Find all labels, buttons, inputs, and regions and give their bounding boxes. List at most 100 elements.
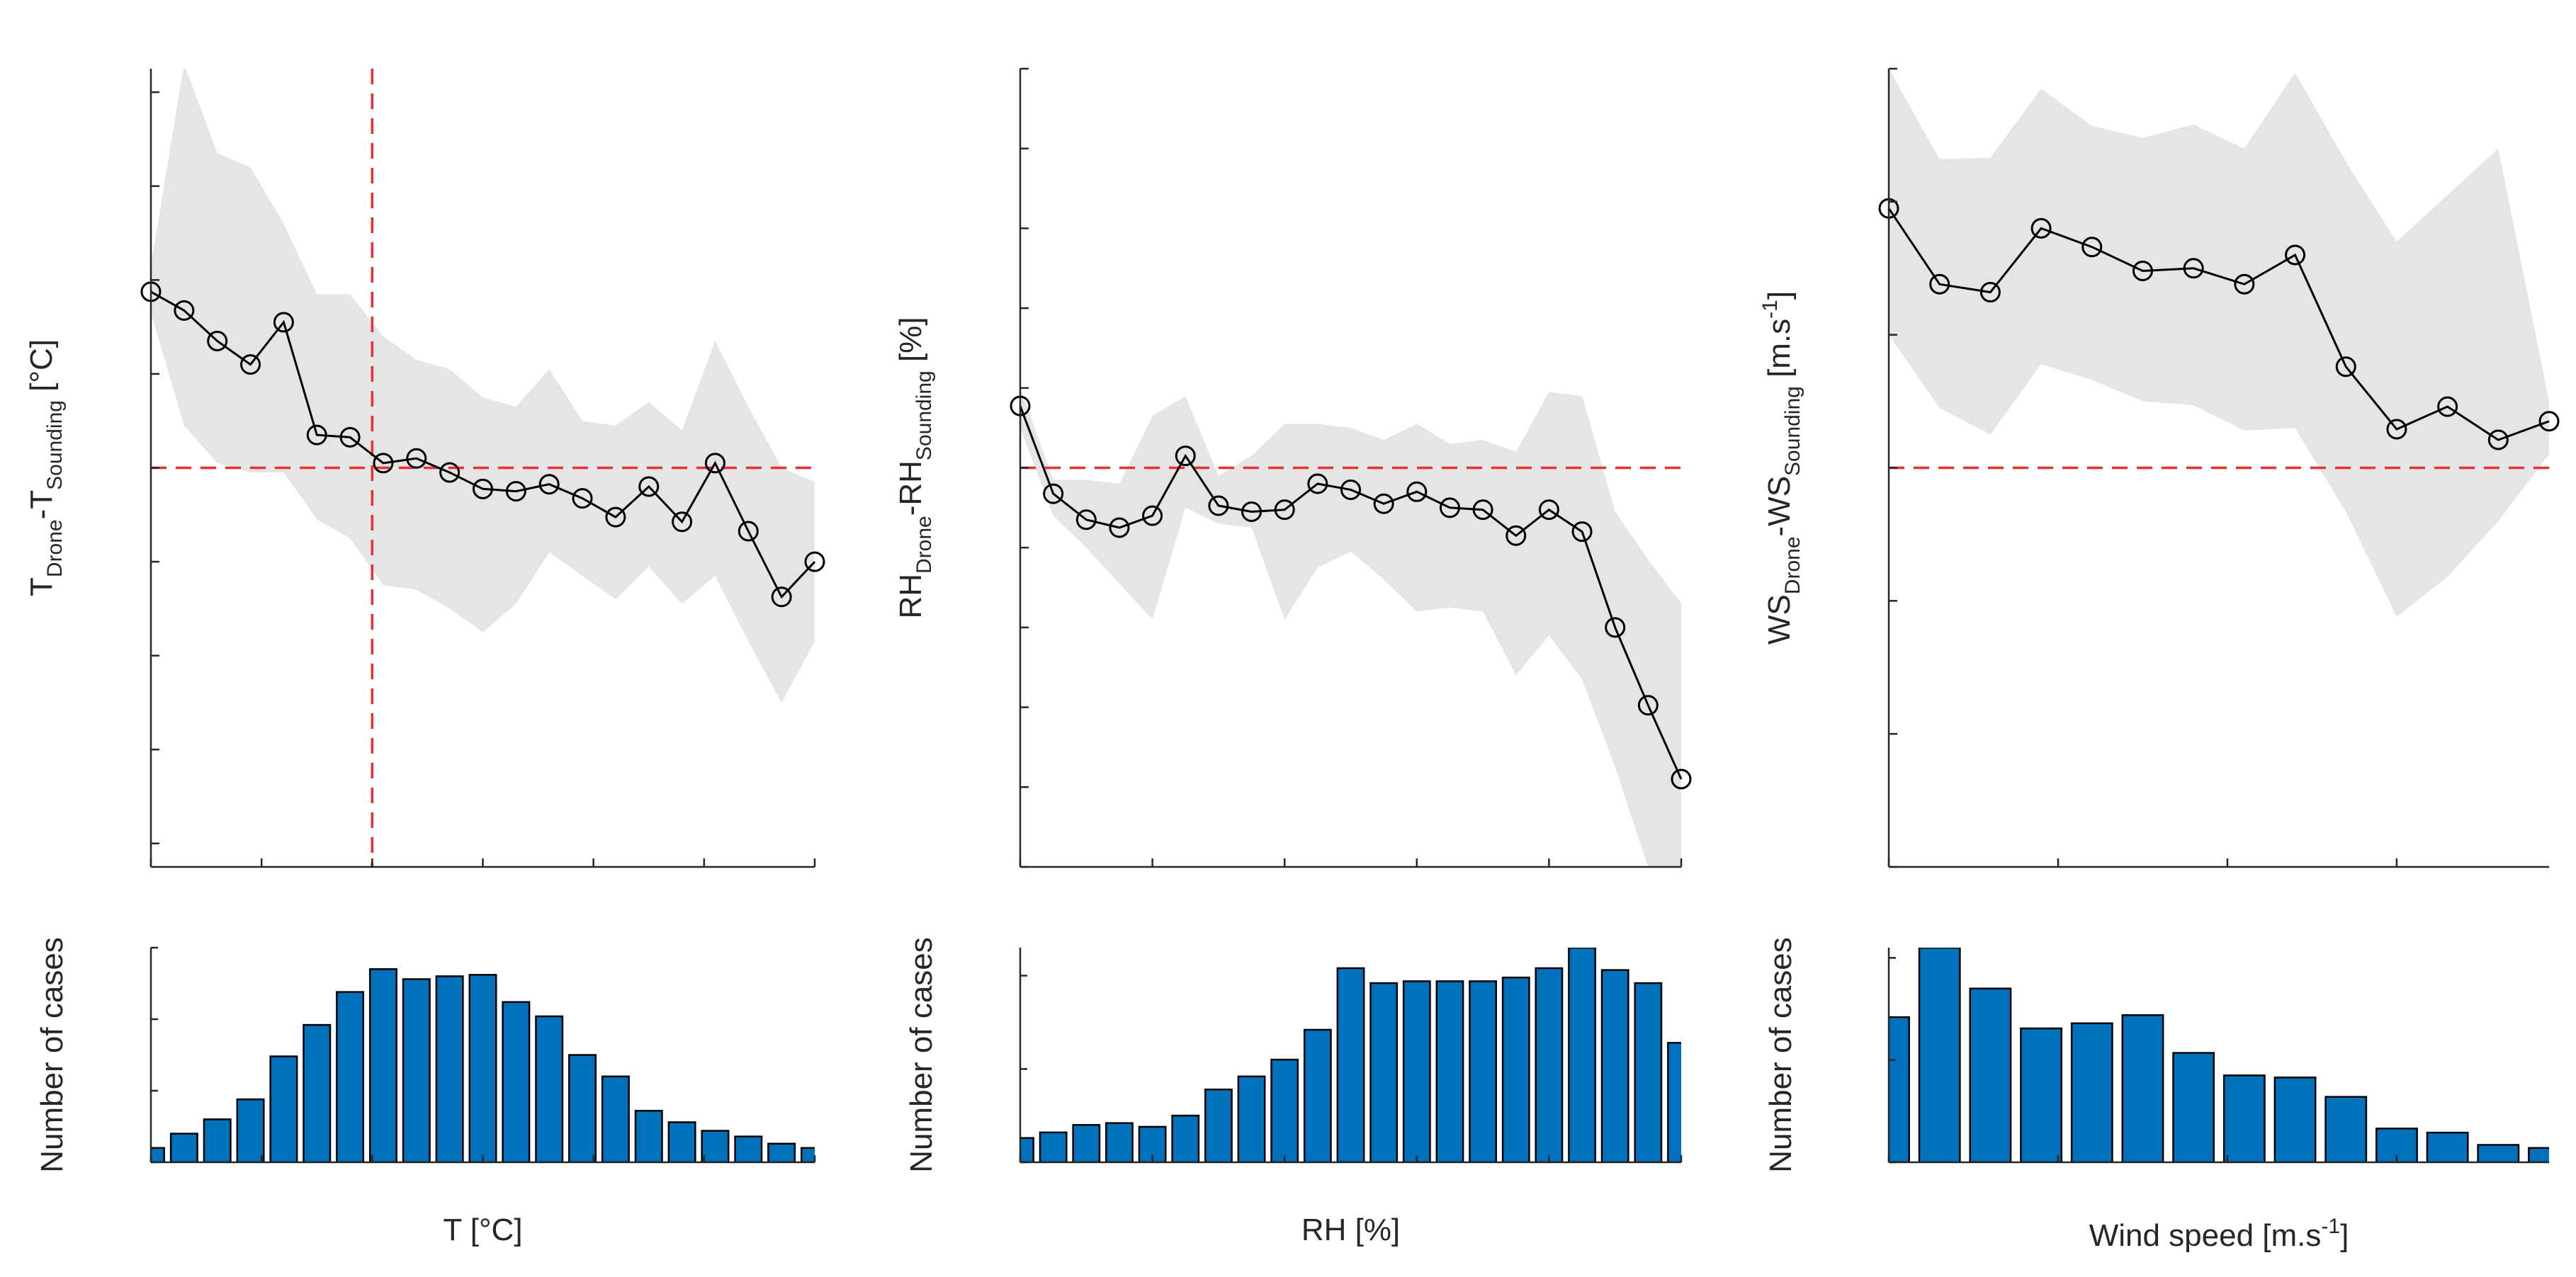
humidity-data-point: [1506, 525, 1527, 546]
wind-speed-data-point: [2132, 261, 2153, 282]
wind-speed-y-label-part: Drone: [1781, 536, 1804, 594]
wind-speed-y-label-part: WS: [1762, 594, 1797, 645]
temperature-histogram-bar: [601, 1075, 630, 1162]
humidity-data-point: [1373, 493, 1394, 514]
humidity-data-point: [1241, 501, 1262, 522]
wind-speed-histogram-bar: [2070, 1022, 2113, 1162]
humidity-histogram-bar: [1634, 982, 1663, 1162]
temperature-data-point: [704, 453, 725, 474]
temperature-y-label-part: -T: [24, 490, 59, 520]
humidity-y-label-part: -RH: [893, 460, 928, 516]
humidity-histogram-bar: [1568, 948, 1596, 1162]
humidity-data-point: [1538, 499, 1559, 521]
wind-speed-histogram-bar: [1969, 987, 2012, 1162]
temperature-data-point: [473, 478, 493, 499]
temperature-y-label: TDrone-TSounding [°C]: [24, 339, 67, 596]
wind-speed-histogram-bar: [2273, 1076, 2317, 1162]
wind-speed-data-point: [2487, 429, 2509, 450]
temperature-histogram-bar: [336, 991, 365, 1162]
temperature-data-point: [339, 426, 361, 448]
temperature-data-point: [373, 453, 394, 474]
temperature-data-point: [406, 448, 427, 469]
wind-speed-histogram-bar: [2477, 1144, 2520, 1162]
wind-speed-data-point: [1929, 273, 1950, 295]
temperature-y-label-part: [°C]: [24, 339, 59, 400]
wind-speed-histogram-bar: [2020, 1027, 2063, 1162]
wind-speed-spread-band: [1889, 69, 2549, 617]
wind-speed-hist-y-label: Number of cases: [1763, 937, 1798, 1173]
humidity-mean-line: [1019, 405, 1683, 780]
humidity-histogram-bar: [1204, 1088, 1233, 1162]
temperature-data-point: [804, 551, 825, 572]
temperature-histogram-bar: [568, 1054, 597, 1162]
humidity-histogram-bar: [1667, 1042, 1681, 1162]
humidity-spread-band: [1020, 387, 1681, 867]
humidity-data-point: [1571, 521, 1593, 543]
wind-speed-y-label-part: -1: [1758, 300, 1782, 319]
humidity-hist-y-label: Number of cases: [904, 937, 939, 1173]
humidity-panel: RHDrone-RHSounding [%] Number of cases RH …: [893, 67, 1692, 1247]
humidity-histogram-bar: [1020, 1137, 1034, 1162]
temperature-data-point: [738, 521, 759, 542]
humidity-histogram-bar: [1435, 980, 1464, 1162]
wind-speed-histogram-bar: [2426, 1131, 2469, 1162]
temperature-data-point: [174, 300, 195, 321]
temperature-histogram-bar: [535, 1015, 564, 1162]
humidity-histogram-bar: [1369, 982, 1399, 1162]
wind-speed-y-label-part: Sounding: [1781, 386, 1804, 476]
wind-speed-data-point: [2386, 419, 2407, 440]
temperature-panel: TDrone-TSounding [°C] Number of cases T [°…: [24, 69, 825, 1247]
temperature-histogram-bar: [303, 1023, 332, 1162]
humidity-histogram-bar: [1303, 1028, 1332, 1162]
humidity-y-label-part: Sounding: [913, 370, 936, 460]
humidity-data-point: [1274, 499, 1295, 521]
temperature-histogram-bar: [169, 1133, 198, 1162]
temperature-hist-x-label: T [°C]: [443, 1213, 522, 1247]
temperature-histogram-bar: [801, 1147, 815, 1162]
humidity-data-point: [1637, 695, 1659, 716]
humidity-histogram-bar: [1336, 967, 1365, 1162]
wind-speed-y-label-part: ]: [1762, 291, 1797, 300]
temperature-data-point: [207, 331, 228, 352]
temperature-data-point: [306, 424, 327, 445]
temperature-data-point: [439, 462, 461, 483]
temperature-data-point: [505, 481, 526, 502]
wind-speed-histogram-bar: [1918, 948, 1961, 1162]
wind-speed-data-point: [2538, 411, 2560, 432]
wind-speed-data-point: [2437, 396, 2458, 417]
wind-speed-data-point: [2081, 237, 2103, 258]
wind-speed-histogram-bar: [2172, 1052, 2215, 1162]
temperature-histogram-bar: [701, 1130, 730, 1162]
humidity-histogram-bar: [1501, 976, 1530, 1162]
humidity-histogram-bars: [1020, 948, 1681, 1162]
temperature-histogram-bar: [368, 968, 397, 1162]
temperature-histogram-bar: [767, 1142, 796, 1162]
temperature-data-point: [638, 476, 660, 497]
temperature-histogram-bar: [203, 1118, 232, 1162]
humidity-data-point: [1340, 479, 1361, 500]
wind-speed-histogram-bar: [2222, 1074, 2266, 1162]
temperature-histogram-bar: [402, 978, 431, 1162]
temperature-spread-band: [151, 69, 815, 703]
humidity-y-label-part: RH: [893, 574, 928, 619]
temperature-histogram-bar: [502, 1001, 531, 1162]
humidity-histogram-bar: [1270, 1058, 1299, 1162]
temperature-data-point: [771, 586, 792, 608]
humidity-data-point: [1671, 768, 1692, 790]
temperature-data-point: [572, 488, 593, 509]
temperature-y-label-part: Drone: [43, 519, 67, 577]
temperature-data-point: [538, 474, 560, 495]
wind-speed-y-label-part: [m.s: [1762, 319, 1797, 386]
wind-speed-data-point: [2234, 273, 2255, 295]
humidity-data-point: [1406, 481, 1428, 502]
temperature-mean-line: [150, 290, 816, 599]
wind-speed-data-point: [2285, 244, 2306, 266]
wind-speed-histogram-bar: [1889, 1016, 1910, 1162]
temperature-y-label-part: Sounding: [43, 400, 67, 490]
wind-speed-data-point: [2335, 356, 2356, 378]
humidity-data-point: [1075, 509, 1097, 530]
humidity-data-point: [1605, 617, 1626, 638]
temperature-histogram-bar: [734, 1135, 763, 1162]
temperature-histogram-bars: [151, 968, 815, 1162]
